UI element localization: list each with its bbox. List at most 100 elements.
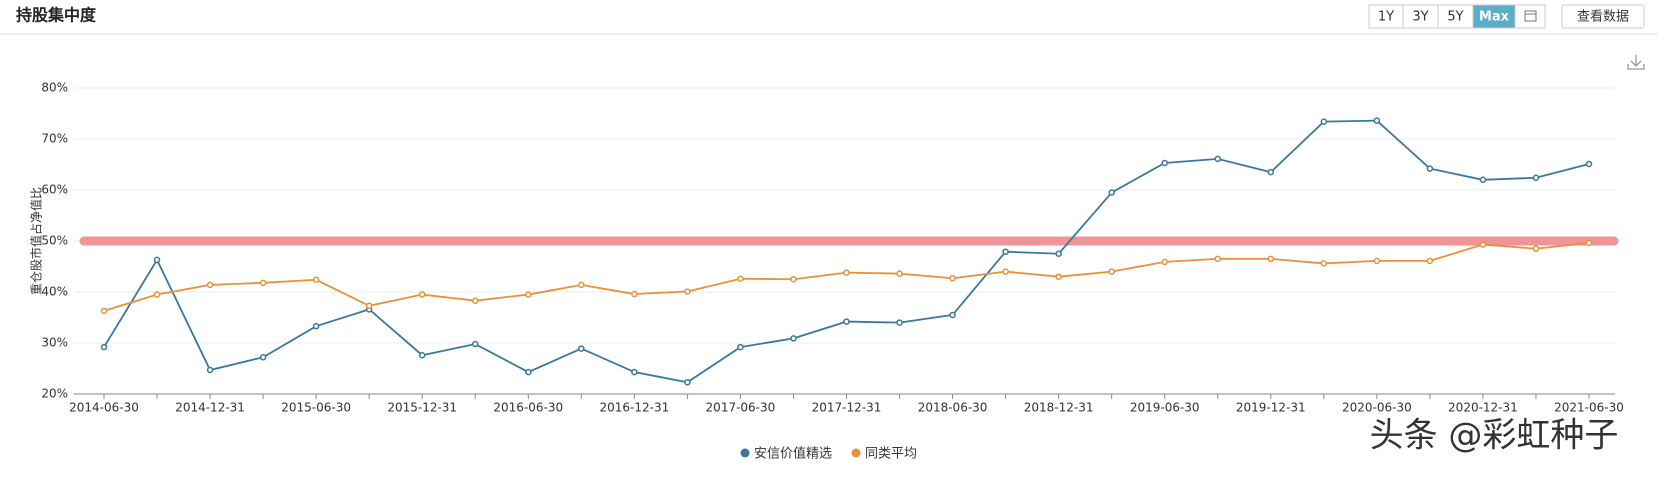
data-point	[843, 318, 850, 325]
range-button[interactable]: 1Y	[1368, 4, 1404, 29]
data-point	[1214, 255, 1221, 263]
data-point	[1055, 273, 1062, 280]
data-point	[1002, 248, 1009, 255]
y-tick-label: 60%	[41, 183, 68, 197]
y-tick-label: 70%	[41, 132, 68, 146]
range-button[interactable]: Max	[1472, 4, 1516, 29]
data-point	[1426, 165, 1434, 172]
data-point	[206, 366, 214, 374]
data-point	[1267, 255, 1275, 263]
title: 持股集中度	[16, 6, 97, 25]
button-label: Max	[1479, 10, 1510, 25]
data-point	[259, 279, 267, 287]
data-point	[312, 322, 320, 330]
x-tick-label: 2018-06-30	[918, 401, 988, 415]
data-point	[525, 291, 532, 298]
button-label: 1Y	[1378, 10, 1394, 25]
data-point	[631, 368, 638, 376]
data-point	[418, 291, 426, 298]
data-point	[525, 368, 532, 376]
data-point	[1373, 257, 1381, 265]
calendar-icon	[1524, 10, 1537, 22]
legend-label: 同类平均	[865, 447, 917, 462]
data-point	[578, 281, 585, 289]
legend-marker	[740, 448, 750, 458]
y-tick-label: 30%	[41, 336, 68, 350]
data-point	[1161, 258, 1168, 266]
data-point	[100, 307, 108, 315]
data-point	[896, 270, 903, 277]
data-point	[1108, 268, 1115, 275]
range-button[interactable]: 5Y	[1437, 4, 1474, 29]
legend-label: 安信价值精选	[754, 446, 832, 462]
data-point	[472, 297, 479, 304]
data-point	[1585, 239, 1593, 247]
data-point	[1320, 118, 1328, 125]
data-point	[1267, 168, 1275, 176]
button-label: 3Y	[1412, 10, 1428, 25]
data-point	[949, 311, 956, 319]
data-point	[949, 274, 956, 282]
x-tick-label: 2017-12-31	[812, 401, 882, 415]
data-point	[153, 291, 161, 298]
y-axis-label: 重仓股市值占净值比	[29, 187, 44, 295]
data-point	[312, 276, 320, 284]
data-point	[1479, 241, 1487, 248]
data-point	[1373, 117, 1381, 124]
data-point	[1532, 245, 1540, 252]
data-point	[100, 343, 108, 351]
data-point	[790, 335, 797, 342]
data-point	[1055, 250, 1062, 257]
data-point	[1479, 176, 1487, 184]
x-tick-label: 2014-06-30	[69, 401, 139, 415]
data-point	[737, 275, 744, 282]
data-point	[153, 256, 161, 264]
y-tick-label: 80%	[41, 81, 68, 95]
data-point	[578, 345, 585, 352]
download-icon[interactable]	[1627, 55, 1645, 70]
y-tick-label: 50%	[41, 234, 68, 248]
x-tick-label: 2016-06-30	[493, 401, 563, 415]
x-tick-label: 2014-12-31	[175, 401, 245, 415]
data-point	[259, 354, 267, 361]
x-tick-label: 2019-12-31	[1236, 401, 1306, 415]
data-point	[684, 379, 691, 386]
data-point	[1320, 260, 1328, 267]
view-data-button[interactable]: 查看数据	[1561, 4, 1645, 29]
data-point	[1532, 174, 1540, 182]
data-point	[843, 269, 850, 276]
data-point	[365, 302, 373, 310]
data-point	[1426, 257, 1434, 265]
x-tick-label: 2016-12-31	[599, 401, 669, 415]
legend-marker	[851, 448, 861, 458]
data-point	[896, 319, 903, 326]
button-bg	[1514, 4, 1546, 29]
data-point	[790, 276, 797, 283]
data-point	[1585, 160, 1593, 168]
y-tick-label: 40%	[41, 285, 68, 299]
calendar-button[interactable]	[1514, 4, 1546, 29]
data-point	[684, 288, 691, 295]
data-point	[737, 343, 744, 351]
data-point	[206, 281, 214, 289]
x-tick-label: 2017-06-30	[706, 401, 776, 415]
watermark: 头条 @彩虹种子	[1370, 416, 1619, 456]
button-bg	[1561, 4, 1645, 29]
data-point	[1161, 159, 1168, 167]
data-point	[418, 351, 426, 359]
data-point	[1108, 189, 1115, 196]
series-line	[103, 242, 1590, 312]
data-point	[631, 290, 638, 298]
x-tick-label: 2015-06-30	[281, 401, 351, 415]
button-label: 查看数据	[1577, 9, 1629, 25]
y-tick-label: 20%	[41, 387, 68, 401]
x-tick-label: 2018-12-31	[1024, 401, 1094, 415]
x-tick-label: 2020-12-31	[1448, 401, 1518, 415]
range-button[interactable]: 3Y	[1402, 4, 1439, 29]
x-tick-label: 2015-12-31	[387, 401, 457, 415]
button-label: 5Y	[1447, 10, 1463, 25]
data-point	[1002, 268, 1009, 275]
data-point	[1214, 155, 1221, 163]
